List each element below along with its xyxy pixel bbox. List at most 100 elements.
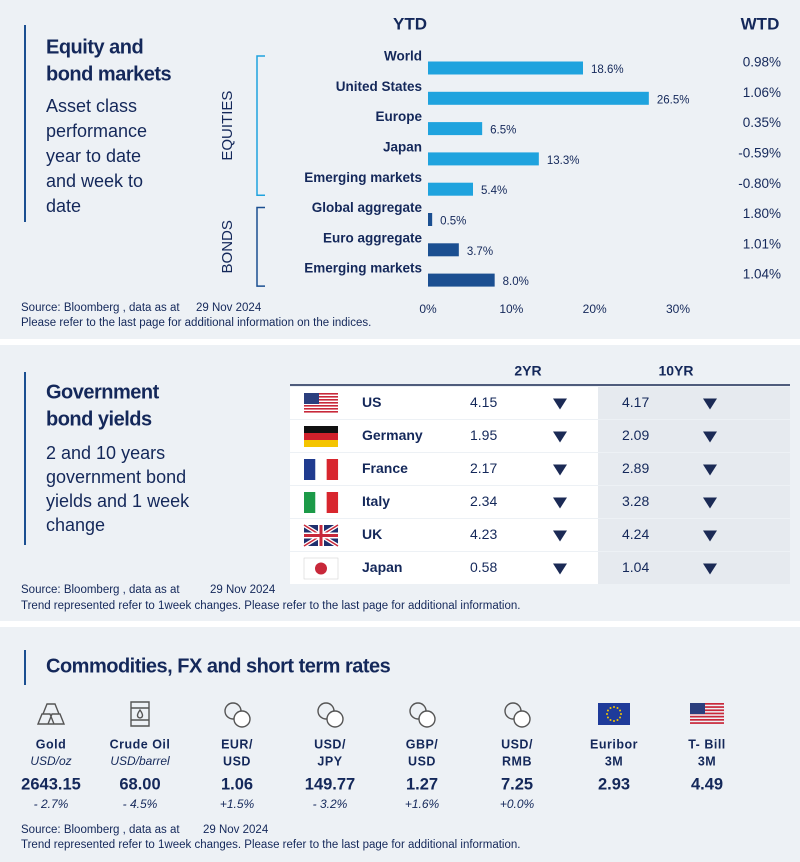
flag-stripe (304, 426, 338, 433)
category-label: Europe (375, 109, 422, 124)
value-label: 0.5% (440, 216, 466, 228)
bar (428, 213, 433, 226)
category-label: Emerging markets (304, 170, 422, 185)
flag-stripe (304, 492, 316, 513)
yield-2yr: 4.23 (470, 526, 497, 542)
x-tick-label: 20% (583, 302, 607, 316)
item-unit: USD/barrel (110, 754, 170, 768)
table-cell-shade (598, 519, 790, 551)
icon-star (616, 706, 619, 709)
country-name: US (362, 394, 381, 410)
icon (409, 702, 436, 728)
trend-arrow (553, 497, 567, 509)
group-label: EQUITIES (219, 91, 236, 161)
section-subtitle: performance (46, 121, 147, 141)
icon (130, 701, 150, 727)
icon-star (619, 709, 622, 712)
section-subtitle: Asset class (46, 96, 137, 116)
flag-stripe (304, 411, 338, 413)
flag-stripe (304, 393, 338, 395)
category-label: Emerging markets (304, 261, 422, 276)
wtd-value: -0.59% (738, 145, 781, 160)
table-cell-shade (598, 387, 790, 419)
flag-stripe (690, 706, 724, 708)
wtd-value: 1.80% (743, 206, 781, 221)
item-name: Euribor (590, 737, 638, 751)
icon-barrel (130, 701, 150, 727)
yield-10yr: 2.09 (622, 427, 649, 443)
country-name: UK (362, 526, 382, 542)
flag-stripe (304, 405, 338, 407)
source-text: Source: Bloomberg , data as at (21, 824, 180, 836)
item-name: 3M (605, 754, 623, 768)
item-value: 4.49 (691, 775, 723, 793)
flag-stripe (304, 433, 338, 440)
icon-star (613, 720, 615, 722)
section-subtitle: date (46, 196, 81, 216)
trend-arrow (553, 464, 567, 476)
icon-coin (513, 710, 531, 728)
trend-arrow (703, 398, 717, 410)
flag-stripe (326, 459, 339, 480)
yield-2yr: 2.17 (470, 460, 497, 476)
category-label: Euro aggregate (323, 230, 423, 245)
flag-stripe (304, 399, 338, 401)
item-name: Gold (36, 737, 66, 751)
section-subtitle: and week to (46, 171, 143, 191)
x-tick-label: 10% (499, 302, 523, 316)
source-text: Trend represented refer to 1week changes… (21, 839, 520, 851)
icon-star (606, 709, 609, 712)
value-label: 13.3% (547, 155, 580, 167)
yield-2yr: 2.34 (470, 493, 497, 509)
icon-eu-flag (598, 703, 630, 725)
item-name: GBP/ (406, 737, 439, 751)
icon-star (620, 713, 622, 715)
country-name: Italy (362, 493, 390, 509)
trend-arrow (703, 431, 717, 443)
icon-star (609, 719, 612, 722)
trend-arrow (703, 563, 717, 575)
icon-coin (326, 710, 344, 728)
item-value: 2.93 (598, 775, 630, 793)
item-name: RMB (502, 754, 532, 768)
yield-10yr: 4.24 (622, 526, 649, 542)
table-cell-shade (598, 420, 790, 452)
trend-arrow (703, 530, 717, 542)
item-change: - 4.5% (123, 797, 158, 811)
flag-stripe (315, 492, 327, 513)
yield-2yr: 1.95 (470, 427, 497, 443)
trend-arrow (553, 563, 567, 575)
item-value: 149.77 (305, 775, 355, 793)
item-unit: USD/oz (30, 754, 71, 768)
wtd-value: -0.80% (738, 176, 781, 191)
flag-cross (304, 525, 338, 546)
item-name: JPY (317, 754, 342, 768)
category-label: Japan (383, 139, 422, 154)
icon (598, 703, 630, 725)
yield-2yr: 0.58 (470, 559, 497, 575)
category-label: World (384, 49, 422, 64)
bar (428, 182, 473, 196)
bar (428, 152, 539, 166)
flag-stripe (690, 722, 724, 724)
source-text: 29 Nov 2024 (203, 824, 269, 836)
item-change: - 3.2% (313, 797, 348, 811)
flag-stripe (690, 719, 724, 721)
yield-10yr: 3.28 (622, 493, 649, 509)
flag-stripe (304, 402, 338, 404)
table-cell-shade (598, 486, 790, 518)
wtd-value: 1.01% (743, 236, 781, 251)
flag (304, 393, 338, 413)
item-change: - 2.7% (34, 797, 69, 811)
x-tick-label: 0% (419, 302, 437, 316)
icon (504, 702, 531, 728)
yield-10yr: 2.89 (622, 460, 649, 476)
content: Equity and bond markets Asset class perform… (21, 14, 790, 851)
flag-stripe (304, 408, 338, 410)
group-bracket (256, 206, 265, 287)
icon (317, 702, 344, 728)
trend-arrow (553, 530, 567, 542)
item-name: USD/ (314, 737, 346, 751)
